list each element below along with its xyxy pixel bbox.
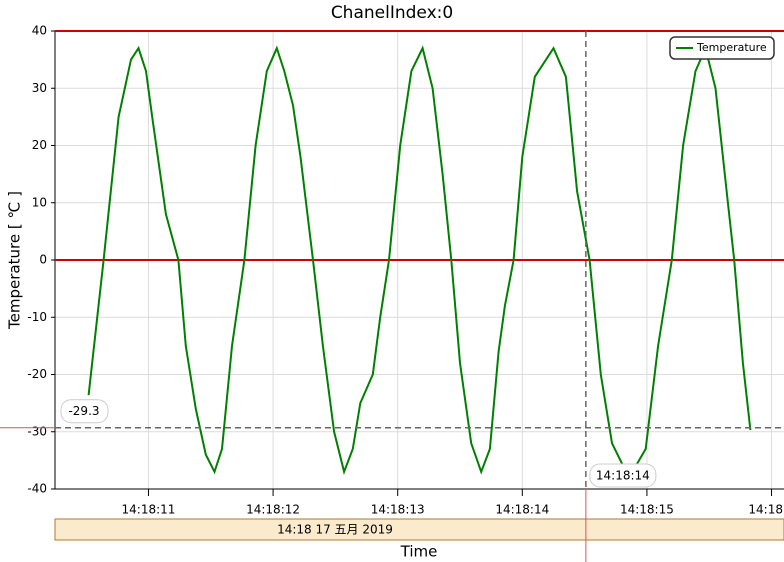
- y-tick-label: 10: [32, 195, 47, 209]
- cursor-y-box: [60, 399, 109, 424]
- chart-title: ChanelIndex:0: [331, 3, 453, 23]
- cursor-x-label: 14:18:14: [596, 469, 650, 483]
- y-tick-label: -10: [27, 310, 47, 324]
- x-tick-label: 14:18:15: [620, 503, 674, 517]
- x-tick-label: 14:18:11: [122, 503, 176, 517]
- y-tick-label: 40: [32, 24, 47, 38]
- series-line: [87, 45, 752, 476]
- x-tick-label: 14:18:12: [246, 503, 300, 517]
- x-tick-label: 14:18:13: [371, 503, 425, 517]
- date-band: [54, 518, 784, 541]
- y-axis-label: Temperature [ ℃ ]: [6, 191, 24, 330]
- cursor-y-label: -29.3: [68, 404, 99, 418]
- y-tick-label: -20: [27, 367, 47, 381]
- cursor-x-box: [589, 463, 657, 488]
- date-label: 14:18 17 五月 2019: [277, 523, 393, 537]
- x-tick-label: 14:18:1: [748, 503, 784, 517]
- y-tick-label: 30: [32, 81, 47, 95]
- x-tick-label: 14:18:14: [495, 503, 549, 517]
- y-tick-label: 20: [32, 138, 47, 152]
- legend-label: Temperature: [696, 41, 767, 54]
- legend-box: [669, 36, 775, 60]
- y-tick-label: -30: [27, 424, 47, 438]
- y-tick-label: 0: [39, 253, 47, 267]
- y-tick-label: -40: [27, 482, 47, 496]
- x-axis-label: Time: [400, 543, 438, 561]
